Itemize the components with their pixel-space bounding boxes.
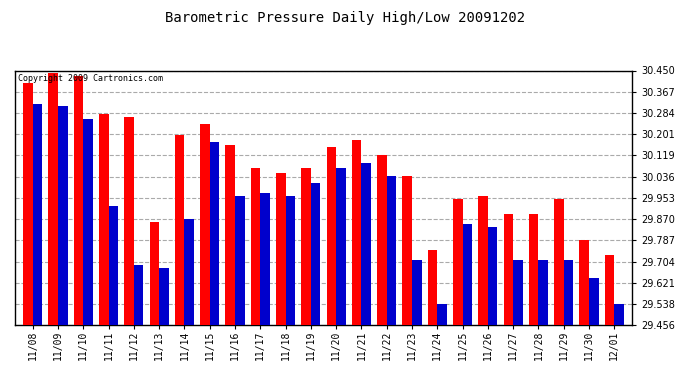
Bar — [453, 198, 462, 325]
Bar — [124, 117, 134, 325]
Bar — [260, 194, 270, 325]
Bar — [437, 303, 447, 325]
Bar — [428, 250, 437, 325]
Bar — [286, 196, 295, 325]
Bar — [614, 303, 624, 325]
Bar — [504, 214, 513, 325]
Bar — [462, 224, 472, 325]
Bar — [513, 260, 523, 325]
Bar — [99, 114, 108, 325]
Text: Copyright 2009 Cartronics.com: Copyright 2009 Cartronics.com — [18, 74, 163, 83]
Bar — [402, 176, 412, 325]
Text: Barometric Pressure Daily High/Low 20091202: Barometric Pressure Daily High/Low 20091… — [165, 11, 525, 25]
Bar — [362, 163, 371, 325]
Bar — [386, 176, 396, 325]
Bar — [488, 227, 497, 325]
Bar — [250, 168, 260, 325]
Bar — [175, 135, 184, 325]
Bar — [326, 147, 336, 325]
Bar — [554, 198, 564, 325]
Bar — [48, 73, 58, 325]
Bar — [529, 214, 538, 325]
Bar — [352, 140, 362, 325]
Bar — [210, 142, 219, 325]
Bar — [108, 206, 118, 325]
Bar — [336, 168, 346, 325]
Bar — [478, 196, 488, 325]
Bar — [235, 196, 244, 325]
Bar — [159, 268, 169, 325]
Bar — [226, 145, 235, 325]
Bar — [32, 104, 42, 325]
Bar — [276, 173, 286, 325]
Bar — [150, 222, 159, 325]
Bar — [23, 83, 32, 325]
Bar — [83, 119, 93, 325]
Bar — [580, 240, 589, 325]
Bar — [310, 183, 320, 325]
Bar — [412, 260, 422, 325]
Bar — [377, 155, 386, 325]
Bar — [589, 278, 599, 325]
Bar — [58, 106, 68, 325]
Bar — [184, 219, 194, 325]
Bar — [134, 265, 144, 325]
Bar — [538, 260, 548, 325]
Bar — [302, 168, 310, 325]
Bar — [564, 260, 573, 325]
Bar — [74, 76, 83, 325]
Bar — [200, 124, 210, 325]
Bar — [604, 255, 614, 325]
